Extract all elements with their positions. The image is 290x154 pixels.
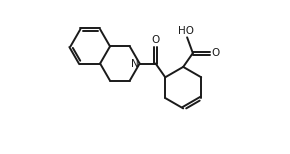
Text: O: O	[151, 35, 160, 45]
Text: N: N	[131, 59, 138, 69]
Text: O: O	[211, 48, 219, 58]
Text: HO: HO	[178, 26, 194, 36]
